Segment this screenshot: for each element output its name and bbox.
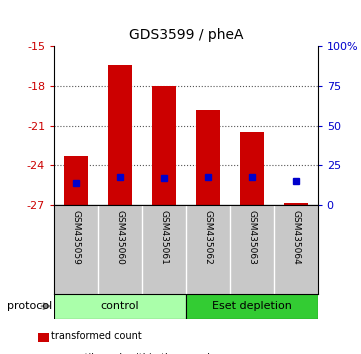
Text: GSM435064: GSM435064: [291, 210, 300, 264]
Text: percentile rank within the sample: percentile rank within the sample: [51, 353, 216, 354]
Bar: [54, 294, 186, 319]
Title: GDS3599 / pheA: GDS3599 / pheA: [129, 28, 243, 42]
Text: Eset depletion: Eset depletion: [212, 301, 292, 311]
Bar: [108, 64, 132, 205]
Bar: [64, 156, 88, 205]
Text: GSM435062: GSM435062: [203, 210, 212, 264]
Text: GSM435063: GSM435063: [247, 210, 256, 265]
Text: control: control: [101, 301, 139, 311]
Text: GSM435059: GSM435059: [71, 210, 81, 265]
Text: GSM435061: GSM435061: [160, 210, 169, 265]
Bar: [196, 110, 220, 205]
Bar: [284, 203, 308, 205]
Bar: [186, 294, 318, 319]
Bar: [240, 132, 264, 205]
Text: transformed count: transformed count: [51, 331, 141, 341]
Text: protocol: protocol: [7, 301, 52, 311]
Bar: [152, 86, 176, 205]
Text: GSM435060: GSM435060: [116, 210, 125, 265]
